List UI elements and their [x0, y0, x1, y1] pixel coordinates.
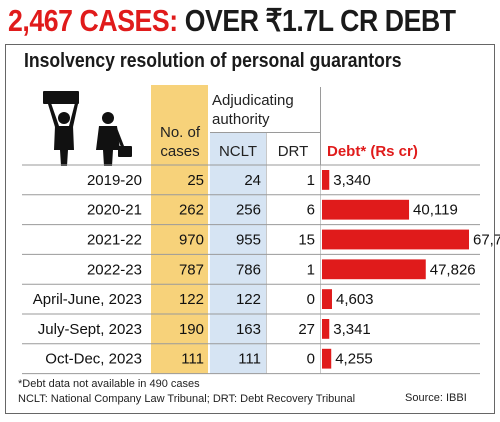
debt-value: 3,341	[333, 321, 371, 338]
period-label: April-June, 2023	[33, 291, 142, 308]
cases-value: 262	[179, 202, 204, 219]
cases-value: 25	[187, 172, 204, 189]
headline: 2,467 CASES: OVER ₹1.7L CR DEBT	[8, 2, 456, 40]
header-divider	[210, 132, 320, 133]
headline-cases: 2,467 CASES:	[8, 3, 178, 38]
period-label: 2021-22	[87, 232, 142, 249]
cases-value: 111	[181, 351, 204, 368]
period-label: 2020-21	[87, 202, 142, 219]
drt-value: 0	[307, 351, 315, 368]
period-label: 2019-20	[87, 172, 142, 189]
cases-value: 122	[179, 291, 204, 308]
header-cases: No. of cases	[159, 124, 201, 160]
nclt-column-bg	[210, 133, 266, 374]
cases-value: 190	[179, 321, 204, 338]
nclt-value: 24	[244, 172, 261, 189]
header-drt: DRT	[277, 143, 309, 160]
drt-value: 0	[307, 291, 315, 308]
footnotes: *Debt data not available in 490 cases NC…	[18, 377, 355, 407]
drt-value: 1	[307, 261, 315, 278]
debt-bar	[322, 259, 426, 280]
header-divider-v	[320, 87, 321, 165]
period-label: July-Sept, 2023	[38, 321, 142, 338]
headline-debt: OVER ₹1.7L CR DEBT	[184, 3, 456, 38]
header-debt: Debt* (Rs cr)	[327, 143, 418, 160]
debt-value: 3,340	[333, 172, 371, 189]
nclt-value: 786	[236, 261, 261, 278]
debt-value: 67,761	[473, 232, 500, 249]
cases-value: 787	[179, 261, 204, 278]
footnote-abbreviations: NCLT: National Company Law Tribunal; DRT…	[18, 393, 356, 405]
nclt-value: 163	[236, 321, 261, 338]
drt-value: 6	[307, 202, 315, 219]
drt-value: 27	[298, 321, 315, 338]
source-note: Source: IBBI	[405, 392, 467, 404]
drt-debt-divider	[320, 165, 321, 374]
cases-value: 970	[179, 232, 204, 249]
chart-frame	[5, 44, 495, 414]
period-label: Oct-Dec, 2023	[45, 351, 142, 368]
nclt-value: 256	[236, 202, 261, 219]
nclt-drt-divider	[266, 133, 267, 374]
debt-bar	[322, 319, 330, 339]
debt-bar	[322, 199, 410, 220]
nclt-value: 111	[238, 351, 261, 368]
nclt-value: 955	[236, 232, 261, 249]
cases-column-bg	[151, 85, 208, 374]
header-nclt: NCLT	[218, 143, 258, 160]
drt-value: 1	[307, 172, 315, 189]
protester-and-businessman-icon	[43, 91, 132, 166]
nclt-value: 122	[236, 291, 261, 308]
debt-value: 40,119	[413, 202, 458, 219]
debt-value: 47,826	[430, 261, 476, 278]
debt-value: 4,603	[336, 291, 374, 308]
debt-bar	[322, 170, 330, 190]
debt-value: 4,255	[335, 351, 373, 368]
period-label: 2022-23	[87, 261, 142, 278]
debt-bar	[322, 229, 469, 250]
debt-bar	[322, 289, 332, 309]
footnote-debt: *Debt data not available in 490 cases	[18, 378, 200, 390]
debt-bar	[322, 348, 332, 369]
header-adjudicating-authority: Adjudicating authority	[212, 92, 294, 128]
drt-value: 15	[298, 232, 315, 249]
chart-subtitle: Insolvency resolution of personal guaran…	[24, 50, 402, 72]
